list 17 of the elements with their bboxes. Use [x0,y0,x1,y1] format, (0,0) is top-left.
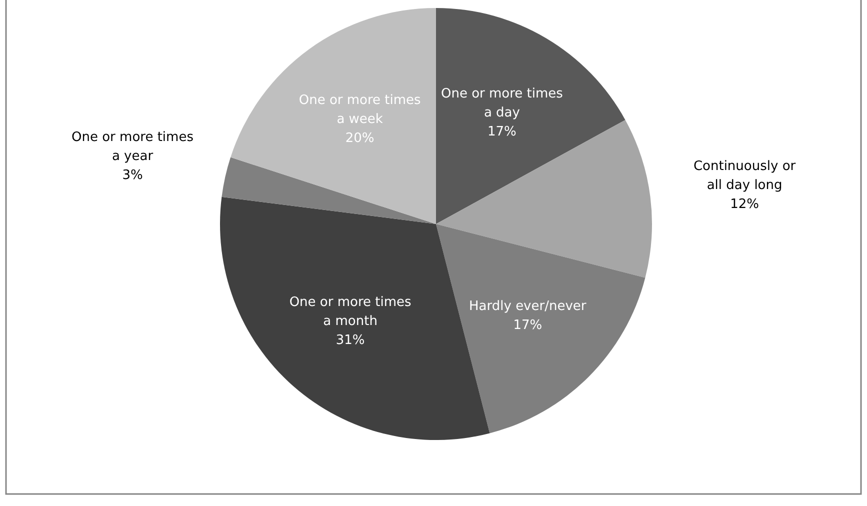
slice-label: Continuously or all day long [693,158,796,193]
slice-label: One or more times a day [440,86,564,120]
slice-label: One or more times a year [72,130,194,164]
slice-label: One or more times a month [289,294,412,329]
pie-slice [230,8,436,224]
pie-slice [222,157,436,224]
data-label: 20% [345,130,374,146]
data-label: 17% [488,124,516,140]
pie-slice [436,8,626,224]
pie-slice [436,224,646,434]
data-label: 17% [513,318,542,333]
data-label: 3% [122,168,143,183]
data-label: 12% [730,196,759,212]
data-label: 31% [336,332,365,348]
slice-label: One or more times a week [298,92,422,127]
pie-slice [436,120,652,278]
slice-label: Hardly ever/never [469,298,587,314]
